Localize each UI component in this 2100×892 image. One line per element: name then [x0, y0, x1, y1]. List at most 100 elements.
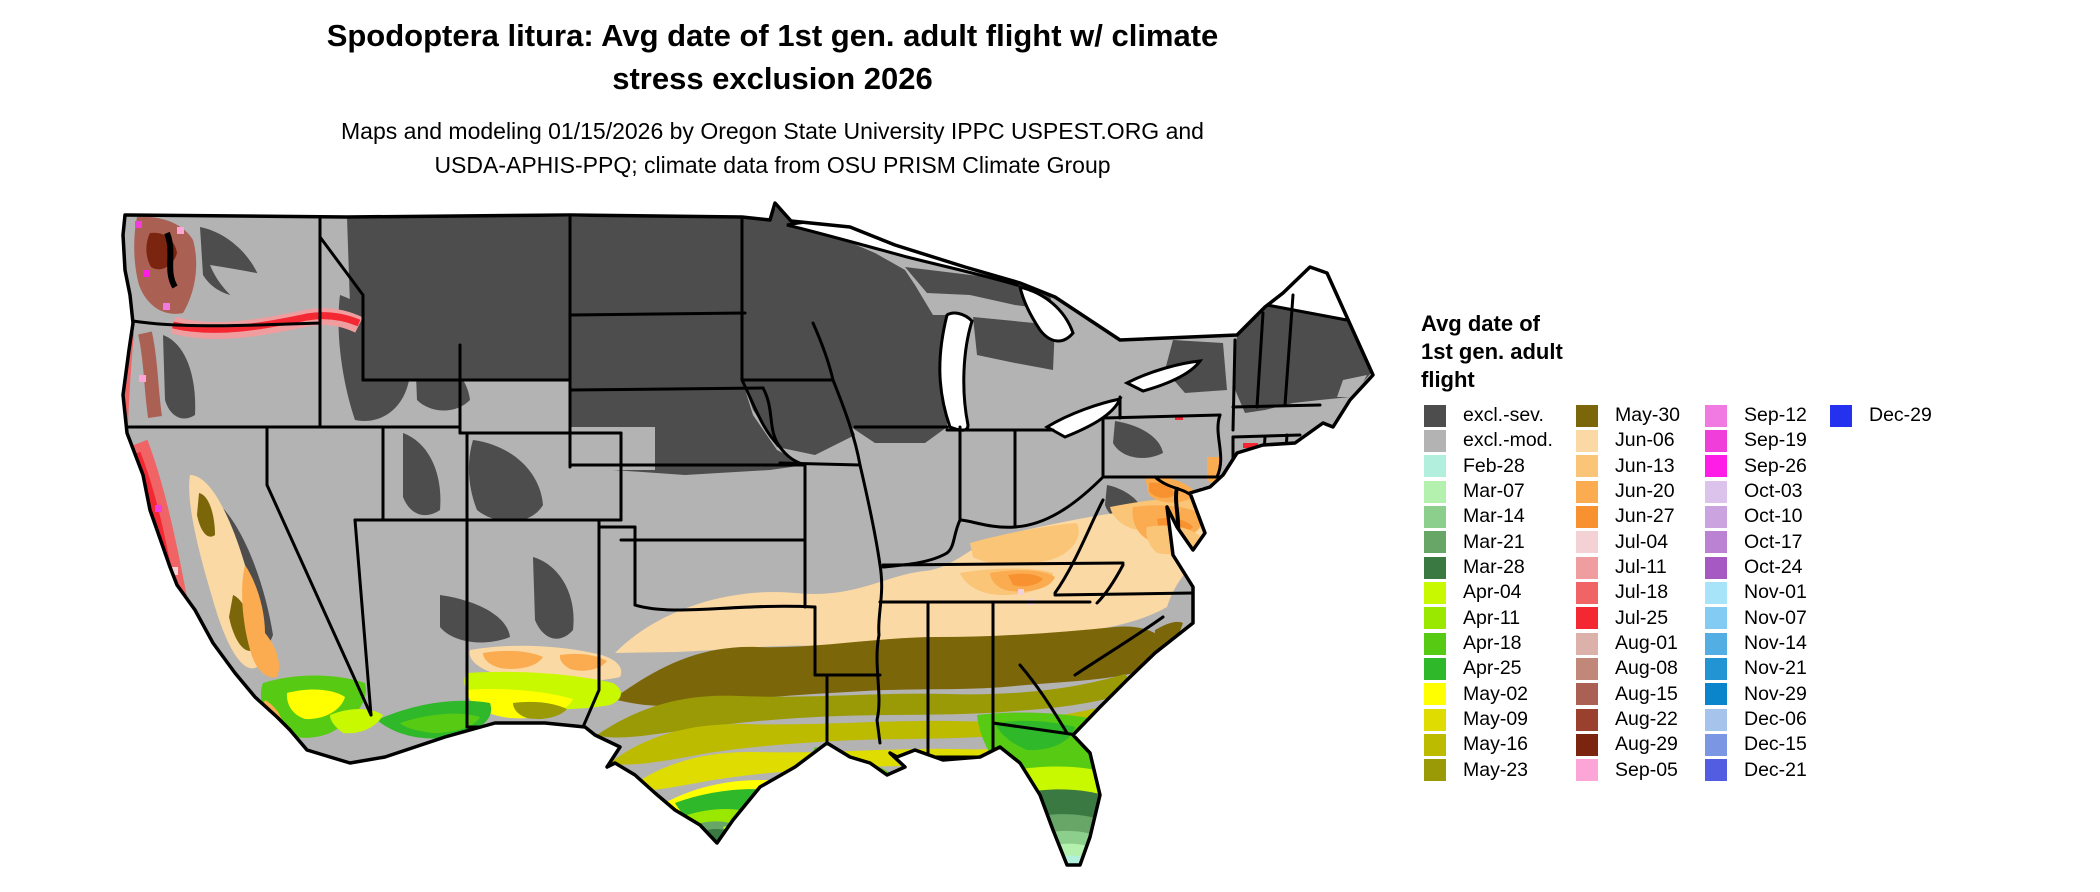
legend-swatch-icon [1576, 683, 1598, 706]
legend-item: Aug-15 [1576, 682, 1680, 707]
legend-swatch-icon [1424, 708, 1446, 731]
legend-item: Jun-20 [1576, 479, 1680, 504]
legend-label: May-23 [1463, 758, 1529, 781]
legend-label: Jun-27 [1615, 505, 1675, 528]
legend-label: Oct-03 [1744, 480, 1803, 503]
legend-item: Oct-17 [1705, 530, 1807, 555]
region-pacific-northwest [123, 216, 363, 426]
legend-swatch-icon [1705, 556, 1727, 579]
legend-item: Oct-24 [1705, 555, 1807, 580]
legend-label: Sep-05 [1615, 758, 1678, 781]
legend-swatch-icon [1705, 581, 1727, 604]
legend-label: Nov-07 [1744, 606, 1807, 629]
subtitle-line-2: USDA-APHIS-PPQ; climate data from OSU PR… [434, 152, 1111, 178]
legend-swatch-icon [1705, 708, 1727, 731]
legend-swatch-icon [1576, 657, 1598, 680]
region-may23-band [597, 674, 1137, 738]
legend-item: Sep-19 [1705, 428, 1807, 453]
legend-swatch-icon [1424, 657, 1446, 680]
legend-swatch-icon [1424, 505, 1446, 528]
legend-item: May-23 [1424, 758, 1553, 783]
legend-item: Jul-25 [1576, 606, 1680, 631]
legend-item: excl.-sev. [1424, 403, 1553, 428]
legend-item: Jul-04 [1576, 530, 1680, 555]
legend-item: Sep-12 [1705, 403, 1807, 428]
legend-item: Nov-14 [1705, 631, 1807, 656]
legend-swatch-icon [1424, 759, 1446, 782]
state-borders [123, 215, 1322, 759]
title-line-2: stress exclusion 2026 [612, 61, 933, 96]
legend-item: Apr-11 [1424, 606, 1553, 631]
map-header: Spodoptera litura: Avg date of 1st gen. … [0, 14, 1545, 182]
us-outline [121, 201, 1375, 867]
legend-label: Apr-11 [1463, 606, 1521, 629]
legend-item: Dec-29 [1830, 403, 1932, 428]
legend-item: Apr-18 [1424, 631, 1553, 656]
title-line-1: Spodoptera litura: Avg date of 1st gen. … [326, 18, 1219, 53]
legend-swatch-icon [1705, 455, 1727, 478]
legend-swatch-icon [1424, 480, 1446, 503]
legend-swatch-icon [1576, 455, 1598, 478]
legend-item: Apr-25 [1424, 656, 1553, 681]
legend-swatch-icon [1576, 708, 1598, 731]
legend-column-1: excl.-sev. excl.-mod. Feb-28 Mar-07 Mar-14 Ma… [1424, 403, 1553, 783]
legend-swatch-icon [1830, 404, 1852, 427]
legend-swatch-icon [1705, 531, 1727, 554]
legend-label: Mar-21 [1463, 530, 1525, 553]
legend-label: May-30 [1615, 404, 1681, 427]
legend-label: Dec-21 [1744, 758, 1807, 781]
puget-sound-outline [164, 231, 178, 289]
legend-swatch-icon [1705, 505, 1727, 528]
legend-label: Nov-01 [1744, 581, 1807, 604]
lake-huron [1017, 284, 1075, 343]
legend-label: Apr-04 [1463, 581, 1522, 604]
legend-item: May-09 [1424, 707, 1553, 732]
legend-label: Apr-25 [1463, 657, 1522, 680]
legend-swatch-icon [1705, 683, 1727, 706]
legend-label: Sep-26 [1744, 454, 1807, 477]
legend-label: Feb-28 [1463, 454, 1525, 477]
legend-item: Nov-01 [1705, 580, 1807, 605]
legend-item: Mar-14 [1424, 504, 1553, 529]
region-may16-band [610, 703, 1123, 765]
legend-item: Sep-26 [1705, 454, 1807, 479]
legend-item: excl.-mod. [1424, 428, 1553, 453]
legend-label: Aug-29 [1615, 733, 1678, 756]
legend-item: Dec-06 [1705, 707, 1807, 732]
legend-item: Feb-28 [1424, 454, 1553, 479]
legend-item: Nov-07 [1705, 606, 1807, 631]
legend-swatch-icon [1424, 632, 1446, 655]
legend-swatch-icon [1705, 607, 1727, 630]
legend-swatch-icon [1424, 683, 1446, 706]
region-southwest [377, 645, 622, 739]
legend-swatch-icon [1576, 556, 1598, 579]
legend-label: May-02 [1463, 682, 1529, 705]
long-island-late-pixel [1243, 443, 1258, 448]
maine-coast-lightgray [1337, 375, 1367, 397]
legend-swatch-icon [1705, 429, 1727, 452]
legend-label: Mar-14 [1463, 505, 1525, 528]
legend-item: Aug-22 [1576, 707, 1680, 732]
legend-column-2: May-30 Jun-06 Jun-13 Jun-20 Jun-27 Jul-04 Jul-… [1576, 403, 1680, 783]
us-choropleth-map [115, 175, 1395, 890]
legend-item: May-30 [1576, 403, 1680, 428]
legend-item: Aug-08 [1576, 656, 1680, 681]
legend-swatch-icon [1705, 632, 1727, 655]
legend-label: Jun-06 [1615, 429, 1675, 452]
legend-swatch-icon [1424, 581, 1446, 604]
legend-label: excl.-mod. [1463, 429, 1553, 452]
legend-item: Apr-04 [1424, 580, 1553, 605]
legend-label: May-09 [1463, 708, 1529, 731]
legend-label: Oct-17 [1744, 530, 1803, 553]
smokies-pink-pixel-1 [1018, 589, 1024, 595]
legend-item: Dec-15 [1705, 732, 1807, 757]
legend-item: Jun-27 [1576, 504, 1680, 529]
legend-label: Jun-13 [1615, 454, 1675, 477]
legend-swatch-icon [1576, 632, 1598, 655]
legend-label: Dec-29 [1869, 404, 1932, 427]
legend-swatch-icon [1576, 581, 1598, 604]
legend-label: Aug-15 [1615, 682, 1678, 705]
legend-swatch-icon [1705, 480, 1727, 503]
legend-swatch-icon [1705, 759, 1727, 782]
